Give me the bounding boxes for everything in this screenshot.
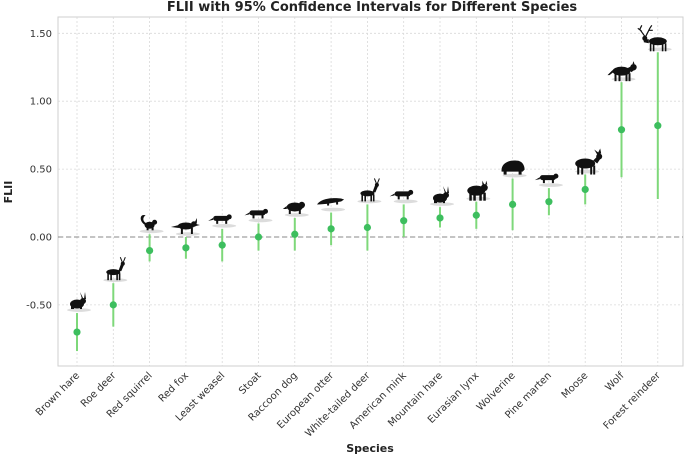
weasel-silhouette-icon xyxy=(208,214,237,228)
hare-silhouette-icon xyxy=(67,292,91,312)
plot-area xyxy=(57,16,684,367)
x-tick-label: Moose xyxy=(560,370,591,401)
data-points xyxy=(73,122,662,336)
data-point xyxy=(400,217,408,225)
fox-silhouette-icon xyxy=(170,217,200,236)
x-tick-label: Brown hare xyxy=(34,370,82,418)
mountain-hare-silhouette-icon xyxy=(430,186,454,206)
y-tick-label: 1.50 xyxy=(30,29,52,40)
x-tick-label: Wolf xyxy=(603,370,626,393)
species-icons xyxy=(67,24,672,312)
stoat-silhouette-icon xyxy=(244,208,273,223)
marten-silhouette-icon xyxy=(534,173,563,187)
data-point xyxy=(436,214,444,222)
y-tick-label: 0.00 xyxy=(30,232,52,243)
data-point xyxy=(327,225,335,233)
data-point xyxy=(218,241,226,249)
y-axis-ticks: 1.50 1.00 0.50 0.00 -0.50 xyxy=(26,29,52,312)
data-point xyxy=(254,233,263,241)
squirrel-silhouette-icon xyxy=(139,214,164,234)
x-tick-label: White-tailed deer xyxy=(303,370,373,440)
reindeer-silhouette-icon xyxy=(637,24,672,52)
data-point xyxy=(654,122,662,130)
data-point xyxy=(146,246,154,255)
y-tick-label: -0.50 xyxy=(26,300,52,311)
y-axis-label: FLII xyxy=(2,181,15,204)
x-axis-label: Species xyxy=(346,442,394,455)
y-tick-label: 1.00 xyxy=(30,97,52,108)
wolverine-silhouette-icon xyxy=(501,160,527,178)
lynx-silhouette-icon xyxy=(466,180,491,201)
raccoon-dog-silhouette-icon xyxy=(282,201,309,217)
deer-silhouette-icon xyxy=(357,178,382,204)
data-point xyxy=(73,328,81,336)
y-tick-label: 0.50 xyxy=(30,165,52,176)
data-point xyxy=(508,200,517,209)
data-point xyxy=(545,198,553,206)
data-point xyxy=(472,211,480,219)
roe-deer-silhouette-icon xyxy=(103,256,128,282)
mink-silhouette-icon xyxy=(389,189,418,204)
x-tick-label: Stoat xyxy=(237,370,264,397)
data-point xyxy=(182,244,190,252)
chart-title: FLII with 95% Confidence Intervals for D… xyxy=(167,0,578,15)
data-point xyxy=(363,223,371,232)
data-point xyxy=(617,126,626,134)
x-tick-label: Red fox xyxy=(157,370,191,404)
data-point xyxy=(109,301,117,309)
wolf-silhouette-icon xyxy=(607,61,637,82)
moose-silhouette-icon xyxy=(575,148,603,175)
data-point xyxy=(291,230,299,238)
otter-silhouette-icon xyxy=(317,198,346,212)
data-point xyxy=(581,185,589,194)
